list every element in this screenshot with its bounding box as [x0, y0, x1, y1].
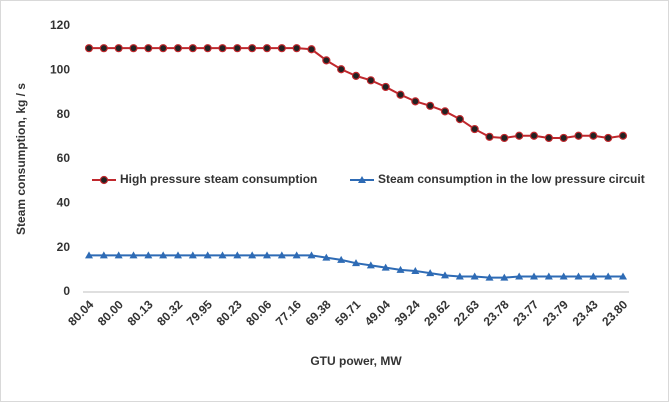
data-point [411, 266, 420, 274]
y-tick-label: 100 [50, 63, 70, 77]
y-tick-label: 120 [50, 18, 70, 32]
data-point [589, 131, 598, 140]
data-point [114, 251, 123, 259]
data-point [544, 133, 553, 143]
data-point [174, 251, 182, 259]
data-point [292, 251, 301, 259]
data-point [604, 133, 613, 143]
data-point [248, 251, 257, 259]
data-point [262, 44, 272, 53]
data-point [411, 97, 420, 106]
data-point [470, 124, 479, 134]
data-point [337, 255, 346, 263]
data-point [233, 44, 242, 53]
data-point [248, 44, 257, 53]
data-point [85, 251, 93, 259]
y-tick-label: 80 [57, 107, 71, 121]
data-point [500, 273, 509, 281]
data-point [99, 251, 108, 259]
data-point [322, 253, 331, 261]
data-point [277, 251, 286, 259]
data-point [441, 271, 449, 279]
data-point [144, 251, 153, 259]
data-point [129, 251, 138, 259]
data-point [589, 272, 598, 280]
data-point [84, 44, 94, 53]
data-point [515, 272, 524, 280]
y-tick-label: 20 [57, 240, 71, 254]
data-point [188, 251, 197, 259]
data-point [263, 251, 271, 259]
data-point [381, 82, 390, 92]
data-point [544, 272, 553, 280]
data-point [203, 251, 212, 259]
data-point [351, 71, 361, 80]
data-point [366, 261, 375, 269]
data-point [619, 272, 627, 280]
data-point [604, 272, 613, 280]
data-point [529, 131, 539, 140]
data-point [337, 65, 346, 74]
data-point [574, 131, 583, 140]
data-point [396, 265, 405, 273]
data-point [203, 44, 212, 53]
data-point [485, 273, 494, 281]
data-point [530, 272, 538, 280]
data-point [292, 44, 301, 53]
data-point [307, 45, 316, 54]
data-point [159, 251, 168, 259]
y-tick-label: 60 [57, 151, 71, 165]
data-point [352, 259, 360, 267]
y-axis-title: Steam consumption, kg / s [14, 83, 28, 235]
data-point [515, 131, 524, 140]
data-point [218, 44, 227, 53]
data-point [455, 114, 464, 124]
y-tick-label: 0 [63, 284, 70, 298]
data-point [358, 176, 366, 183]
data-point [470, 272, 479, 280]
data-point [366, 76, 375, 85]
data-point [485, 132, 494, 141]
data-point [173, 44, 183, 53]
data-point [99, 175, 109, 185]
data-point [144, 44, 153, 53]
data-point [426, 101, 435, 110]
data-point [159, 44, 168, 53]
data-point [618, 131, 628, 140]
data-point [307, 251, 316, 259]
data-point [99, 44, 108, 53]
data-point [574, 272, 583, 280]
legend-label: High pressure steam consumption [120, 172, 317, 186]
data-point [218, 251, 227, 259]
data-point [233, 251, 242, 259]
data-point [129, 44, 138, 53]
data-point [440, 107, 450, 116]
data-point [559, 133, 568, 143]
data-point [188, 44, 197, 53]
data-point [322, 56, 331, 65]
data-point [114, 44, 123, 53]
data-point [500, 133, 509, 143]
data-point [277, 44, 286, 53]
data-point [381, 263, 390, 271]
data-point [559, 272, 568, 280]
data-point [455, 272, 464, 280]
y-tick-label: 40 [57, 196, 71, 210]
legend-label: Steam consumption in the low pressure ci… [378, 172, 645, 186]
x-axis-title: GTU power, MW [310, 354, 402, 368]
data-point [426, 269, 435, 277]
data-point [396, 90, 405, 99]
